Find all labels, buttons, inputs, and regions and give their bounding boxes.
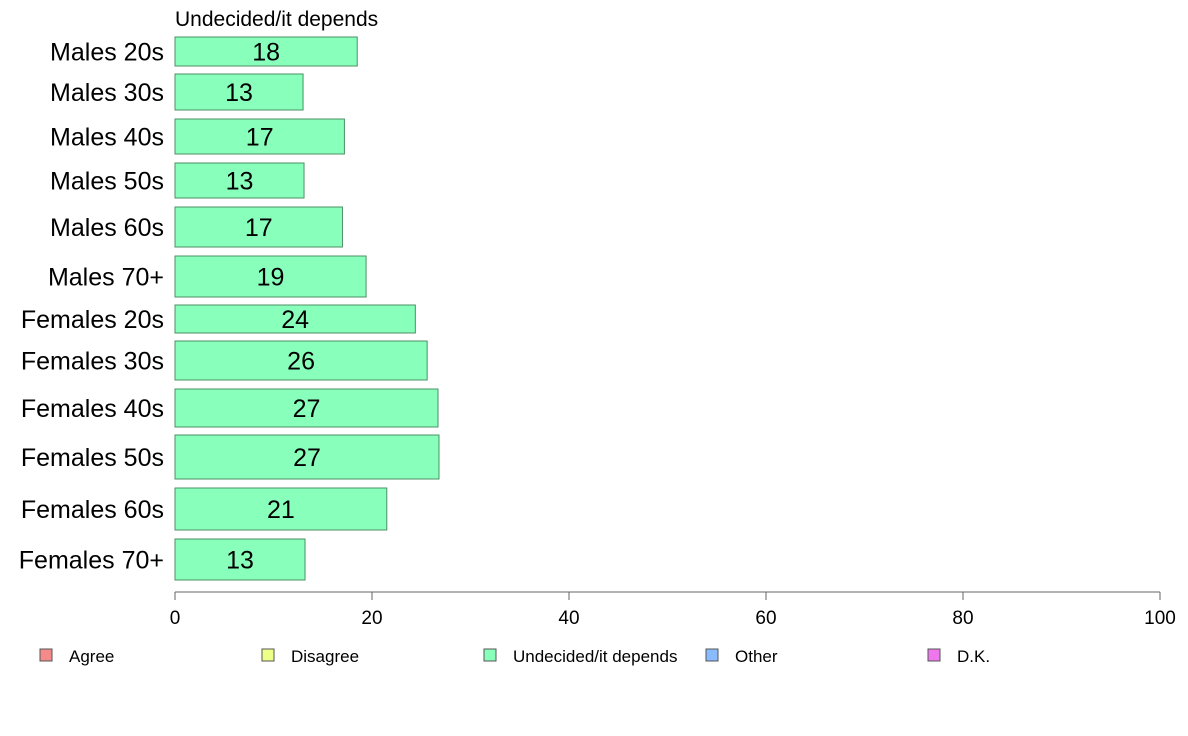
value-label: 13 <box>225 79 253 107</box>
category-label: Females 20s <box>21 306 164 334</box>
category-label: Females 60s <box>21 496 164 524</box>
category-label: Males 50s <box>50 168 164 196</box>
value-label: 18 <box>252 39 280 67</box>
bar <box>174 118 345 155</box>
value-label: 19 <box>257 264 285 292</box>
value-label: 26 <box>287 348 315 376</box>
bar <box>174 487 388 531</box>
bars-group: Males 20s 18 Males 30s 13 Males 40s 17 Males 5… <box>19 36 440 581</box>
bar <box>174 255 367 298</box>
legend-label: Other <box>735 647 778 666</box>
bar <box>174 73 304 111</box>
legend-swatch <box>39 648 53 662</box>
x-tick-label: 80 <box>952 608 973 629</box>
legend-swatch <box>483 648 497 662</box>
value-label: 13 <box>226 547 254 575</box>
chart-title: Undecided/it depends <box>175 8 378 31</box>
category-label: Males 30s <box>50 79 164 107</box>
x-tick-label: 100 <box>1144 608 1176 629</box>
value-label: 27 <box>293 444 321 472</box>
category-label: Females 50s <box>21 444 164 472</box>
bar <box>174 340 428 381</box>
legend: Agree Disagree Undecided/it depends Other D.… <box>39 647 990 666</box>
category-label: Females 40s <box>21 395 164 423</box>
legend-label: Undecided/it depends <box>513 647 677 666</box>
x-axis: 0 20 40 60 80 100 <box>170 591 1176 629</box>
category-label: Females 30s <box>21 348 164 376</box>
category-label: Males 60s <box>50 214 164 242</box>
x-tick-label: 0 <box>170 608 181 629</box>
legend-label: Agree <box>69 647 114 666</box>
bar <box>174 162 305 199</box>
category-label: Males 20s <box>50 39 164 67</box>
legend-swatch <box>927 648 941 662</box>
value-label: 17 <box>245 214 273 242</box>
bar <box>174 36 358 67</box>
value-label: 13 <box>226 168 254 196</box>
category-label: Females 70+ <box>19 547 164 575</box>
bar <box>174 538 306 581</box>
x-tick-label: 20 <box>361 608 382 629</box>
value-label: 17 <box>246 124 274 152</box>
category-label: Males 70+ <box>48 264 164 292</box>
bar <box>174 388 439 428</box>
legend-label: D.K. <box>957 647 990 666</box>
value-label: 27 <box>293 395 321 423</box>
bar <box>174 304 416 334</box>
value-label: 24 <box>281 306 309 334</box>
legend-label: Disagree <box>291 647 359 666</box>
legend-swatch <box>261 648 275 662</box>
x-tick-label: 60 <box>755 608 776 629</box>
legend-swatch <box>705 648 719 662</box>
bar <box>174 434 440 480</box>
bar <box>174 206 343 248</box>
value-label: 21 <box>267 496 295 524</box>
x-tick-label: 40 <box>558 608 579 629</box>
category-label: Males 40s <box>50 124 164 152</box>
